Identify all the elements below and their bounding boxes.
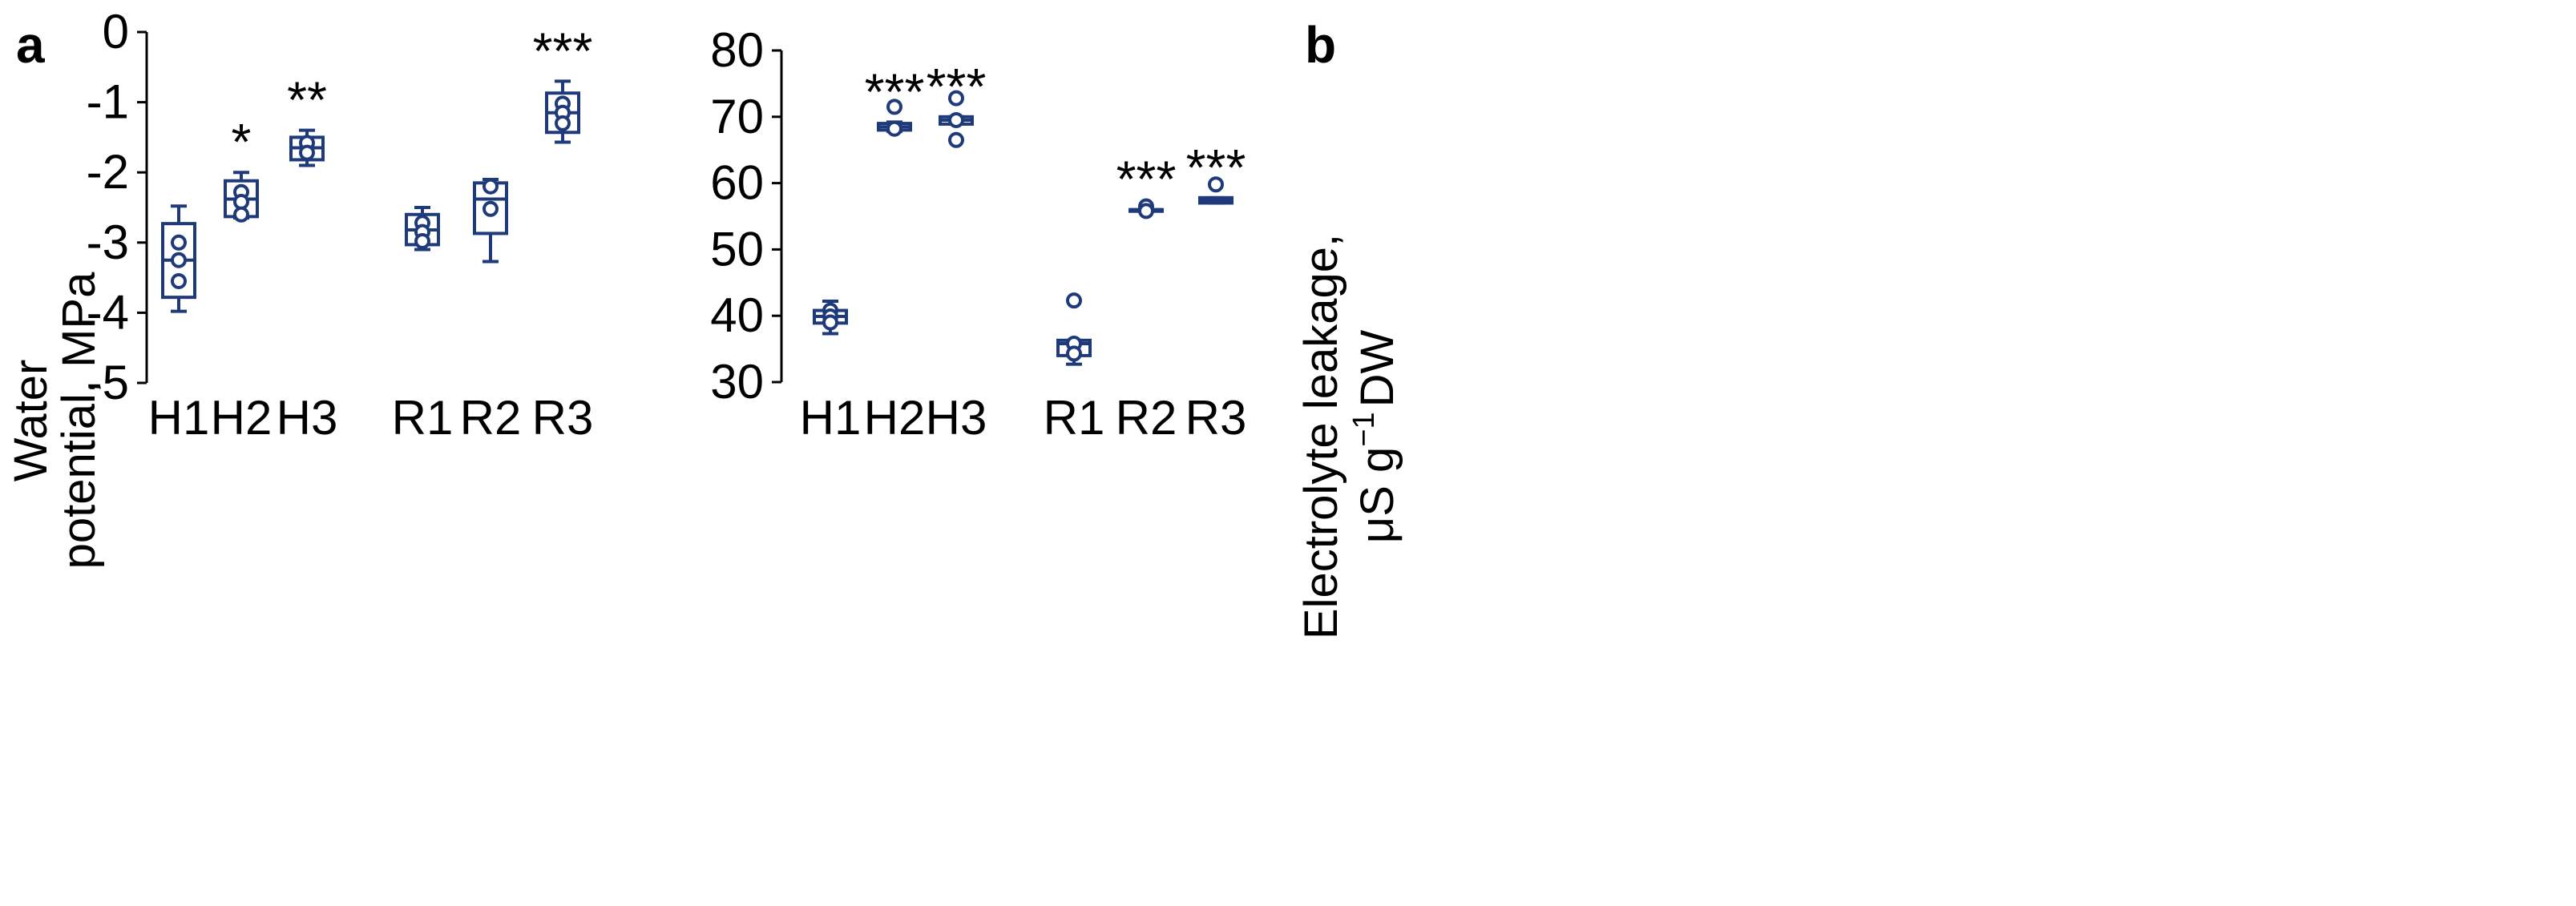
panel-a-box-H1: H1 [148,204,210,445]
panel-b-y-tick-label: 60 [710,156,764,210]
data-point [1066,292,1082,309]
panel-a-ylabel-line2: potential, MPa [53,272,105,570]
panel-a-y-tick-label: -2 [87,145,129,199]
panel-b-box-R3: *** R3 [1185,139,1247,445]
panel-a-y-tick-label: -1 [87,75,129,129]
panel-a-y-tick-label: -4 [87,285,129,339]
panel-a-category-label: H1 [148,391,210,445]
panel-b-category-label: H3 [926,391,987,445]
significance-label: ** [287,71,327,129]
significance-label: *** [1186,139,1246,196]
panel-a-boxes: H1 * H2 ** H3 R1 R2 *** R3 [148,22,594,445]
data-point [1208,176,1224,193]
panel-a-category-label: H3 [277,391,338,445]
panel-b-box-H1: H1 [800,299,862,445]
panel-a-box-R3: *** R3 [532,22,594,445]
panel-a-category-label: H2 [211,391,273,445]
panel-b-category-label: R1 [1044,391,1105,445]
data-point [948,111,964,128]
significance-label: *** [533,22,593,79]
panel-b-category-label: R2 [1116,391,1177,445]
data-point [482,200,499,217]
data-point [886,99,902,115]
panel-a: a Water potential, MPa 0 -1 -2 -3 -4 -5 H1 * H2… [5,5,593,569]
panel-a-box-R1: R1 [392,206,454,445]
data-point [1138,203,1154,219]
data-point [233,206,249,223]
panel-b-category-label: H1 [800,391,862,445]
panel-a-letter: a [16,16,45,74]
panel-a-box-H2: * H2 [211,113,273,445]
panel-b-box-R1: R1 [1044,292,1105,445]
significance-label: * [232,113,252,171]
panel-b-category-label: R3 [1185,391,1247,445]
panel-b-y-tick-label: 30 [710,355,764,409]
panel-a-ylabel-line1: Water [5,360,57,482]
panel-b-ylabel-unit: μS g [1351,447,1403,543]
panel-b-box-R2: *** R2 [1116,151,1177,445]
panel-b-ylabel-line1: Electrolyte leakage, [1295,234,1347,639]
panel-b-ylabel-sup: −1 [1347,412,1381,446]
panel-a-category-label: R2 [460,391,522,445]
panel-b-box-H3: *** H3 [926,58,987,445]
panel-a-box-R2: R2 [460,177,522,445]
panel-a-axes: 0 -1 -2 -3 -4 -5 [87,5,148,409]
data-point [948,131,964,148]
panel-b: b Electrolyte leakage, μS g−1 DW 30 40 50 60… [710,16,1403,639]
panel-b-y-tick-label: 40 [710,288,764,342]
panel-a-y-tick-label: 0 [103,5,129,58]
data-point [414,233,430,250]
panel-b-box-H2: *** H2 [864,62,926,445]
data-point [233,193,249,210]
panel-a-category-label: R1 [392,391,454,445]
data-point [948,90,964,107]
data-point [555,115,571,131]
data-point [171,252,187,268]
panel-a-box-H3: ** H3 [277,71,338,445]
panel-b-ylabel-dw: DW [1351,330,1403,408]
data-point [1066,345,1082,362]
panel-b-category-label: H2 [864,391,926,445]
panel-a-y-tick-label: -5 [87,356,129,409]
panel-b-axes: 30 40 50 60 70 80 [710,23,783,409]
data-point [886,120,902,137]
panel-a-category-label: R3 [532,391,594,445]
data-point [299,144,315,161]
panel-b-y-tick-label: 70 [710,90,764,143]
data-point [822,314,838,331]
significance-label: *** [927,58,987,115]
data-point [171,272,187,289]
significance-label: *** [865,62,925,120]
data-point [482,178,499,195]
panel-a-y-tick-label: -3 [87,215,129,269]
panel-b-ylabel-line2: μS g−1 DW [1347,330,1403,544]
panel-b-y-tick-label: 80 [710,23,764,77]
panel-b-y-tick-label: 50 [710,222,764,276]
data-point [171,234,187,251]
panel-b-boxes: H1 *** H2 *** H3 R1 *** R2 *** R3 [800,58,1247,445]
significance-label: *** [1116,151,1177,208]
panel-b-letter: b [1305,16,1336,74]
